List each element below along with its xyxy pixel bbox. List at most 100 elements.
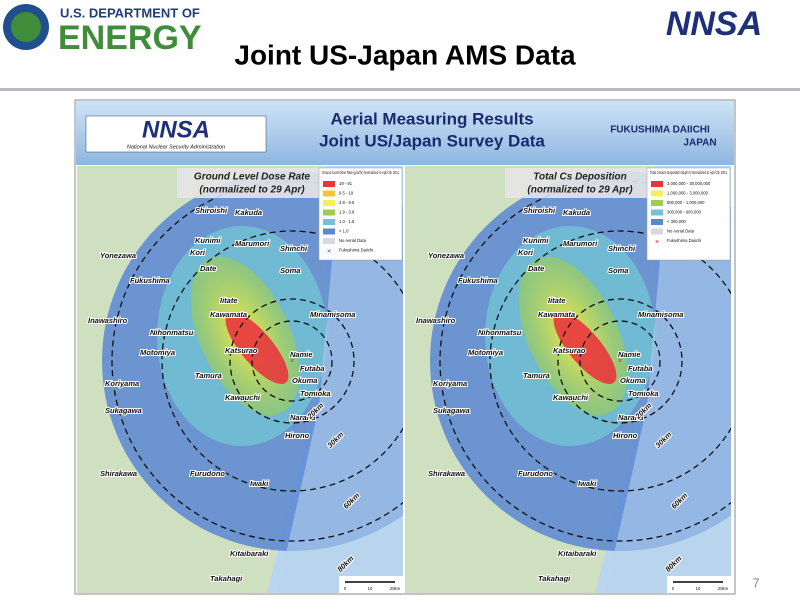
place-label: Shirakawa	[428, 469, 465, 478]
place-label: Motomiya	[140, 348, 175, 357]
place-label: Minamisoma	[638, 310, 683, 319]
place-label: Shinchi	[280, 244, 308, 253]
plume-core	[225, 312, 289, 384]
slide-title: Joint US-Japan AMS Data	[234, 39, 576, 70]
place-label: Date	[200, 264, 216, 273]
legend-title: Ground Level Dose Rate (µSv/hr) Normaliz…	[322, 170, 399, 175]
place-label: Namie	[290, 350, 313, 359]
place-label: Hirono	[613, 431, 638, 440]
place-label: Futaba	[628, 364, 653, 373]
place-label: Kori	[190, 248, 206, 257]
nnsa-logo-box	[636, 2, 796, 46]
place-label: Kitaibaraki	[558, 549, 597, 558]
legend-swatch	[651, 209, 663, 216]
distance-ring	[161, 230, 403, 492]
place-label: Shirakawa	[100, 469, 137, 478]
nnsa-logo: NNSA	[666, 5, 762, 43]
place-label: Yonezawa	[100, 251, 136, 260]
map-title-box	[177, 168, 327, 198]
place-label: Naraha	[290, 413, 315, 422]
ocean-overlay	[277, 166, 403, 593]
legend-label: 1.9 - 3.8	[339, 210, 355, 215]
banner-site-2: JAPAN	[683, 138, 716, 149]
legend-swatch	[651, 181, 663, 187]
map-title-1: Ground Level Dose Rate	[194, 172, 311, 183]
place-label: Kawauchi	[553, 393, 589, 402]
ocean-overlay	[605, 166, 731, 593]
banner-title-1: Aerial Measuring Results	[330, 109, 533, 128]
scale-label: 0	[672, 586, 675, 591]
legend-label: 300,000 - 600,000	[667, 210, 702, 215]
place-label: Furudono	[518, 469, 553, 478]
banner-logo: NNSA	[142, 116, 210, 143]
legend-label: < 300,000	[667, 219, 686, 224]
place-label: Soma	[280, 266, 300, 275]
place-label: Nihonmatsu	[478, 328, 522, 337]
map: × Shiroishi Kakuda Kunimi Kori Marumori Shinch…	[77, 166, 403, 593]
legend-label: 3,000,000 - 30,000,000	[667, 181, 711, 186]
legend-label: No Aerial Data	[339, 238, 367, 243]
place-label: Yonezawa	[428, 251, 464, 260]
place-label: Furudono	[190, 469, 225, 478]
legend-label: Fukushima Daiichi	[667, 238, 701, 243]
banner-logo-caption: National Nuclear Security Administration	[127, 144, 225, 150]
legend-label: 19 - 91	[339, 181, 353, 186]
place-label: Okuma	[620, 376, 645, 385]
map: × Shiroishi Kakuda Kunimi Kori Marumori Shinch…	[405, 166, 731, 593]
doe-seal-center	[11, 12, 41, 42]
place-label: Kawauchi	[225, 393, 261, 402]
place-label: Futaba	[300, 364, 325, 373]
legend-label: 1.0 - 1.9	[339, 219, 355, 224]
legend-label: < 1.0	[339, 229, 349, 234]
department-line1: U.S. DEPARTMENT OF	[60, 5, 200, 20]
place-label: Namie	[618, 350, 641, 359]
place-label: Katsurao	[553, 346, 586, 355]
place-label: Tomioka	[628, 389, 659, 398]
legend-swatch	[323, 219, 335, 225]
scale-label: 0	[344, 586, 347, 591]
place-label: Kawamata	[538, 310, 575, 319]
place-label: Naraha	[618, 413, 643, 422]
place-label: Soma	[608, 266, 628, 275]
place-label: Shiroishi	[195, 206, 228, 215]
place-label: Iwaki	[578, 479, 597, 488]
place-label: Date	[528, 264, 544, 273]
banner-title-2: Joint US/Japan Survey Data	[319, 131, 545, 150]
header-rule	[0, 88, 800, 91]
place-label: Kunimi	[523, 236, 549, 245]
place-label: Sukagawa	[105, 406, 142, 415]
place-label: Marumori	[563, 239, 598, 248]
place-label: Takahagi	[538, 574, 571, 583]
place-label: Tamura	[523, 371, 550, 380]
legend-swatch	[323, 181, 335, 187]
place-label: Fukushima	[458, 276, 498, 285]
distance-ring	[111, 180, 403, 542]
place-label: Inawashiro	[88, 316, 128, 325]
legend-swatch	[323, 209, 335, 216]
place-label: Kori	[518, 248, 534, 257]
legend-swatch: ×	[327, 248, 331, 255]
legend-swatch	[651, 190, 663, 197]
distance-ring	[251, 320, 333, 402]
place-label: Tamura	[195, 371, 222, 380]
legend-swatch	[323, 228, 335, 235]
place-label: Shinchi	[608, 244, 636, 253]
legend-label: No Aerial Data	[667, 229, 695, 234]
distance-ring	[229, 298, 355, 424]
legend-swatch	[651, 228, 663, 235]
place-label: Kawamata	[210, 310, 247, 319]
legend-swatch	[323, 238, 335, 244]
plume-core	[553, 312, 617, 384]
place-label: Hirono	[285, 431, 310, 440]
legend-label: 9.5 - 19	[339, 191, 354, 196]
department-line2: ENERGY	[58, 19, 202, 57]
place-label: Koriyama	[433, 379, 467, 388]
place-label: Takahagi	[210, 574, 243, 583]
page-number: 7	[752, 575, 759, 590]
place-label: Minamisoma	[310, 310, 355, 319]
place-label: Iitate	[548, 296, 566, 305]
distance-ring	[579, 320, 661, 402]
place-label: Nihonmatsu	[150, 328, 194, 337]
place-label: Iwaki	[250, 479, 269, 488]
plant-marker: ×	[290, 358, 294, 365]
